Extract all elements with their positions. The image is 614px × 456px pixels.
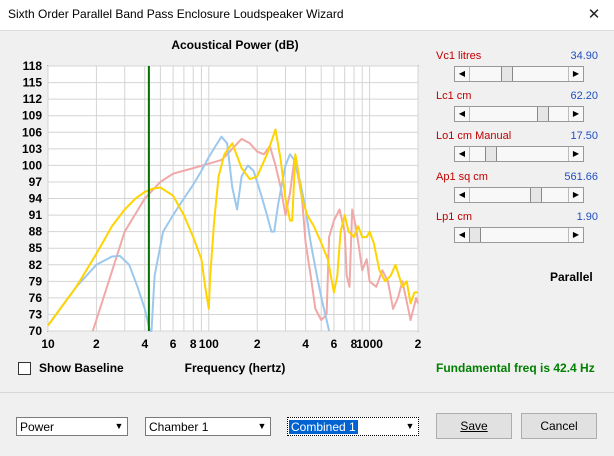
x-tick-label: 4 bbox=[302, 337, 309, 351]
y-tick-label: 109 bbox=[22, 109, 42, 123]
chamber-select[interactable]: Chamber 1 ▼ bbox=[145, 417, 271, 436]
y-tick-label: 70 bbox=[29, 324, 43, 338]
param-value: 34.90 bbox=[570, 50, 598, 62]
y-tick-label: 103 bbox=[22, 142, 42, 156]
title-bar: Sixth Order Parallel Band Pass Enclosure… bbox=[0, 0, 614, 31]
chevron-down-icon[interactable]: ▼ bbox=[405, 421, 415, 431]
x-tick-label: 6 bbox=[170, 337, 177, 351]
x-tick-label: 6 bbox=[331, 337, 338, 351]
param-row: Vc1 litres 34.90 ◀ ▶ bbox=[436, 50, 598, 90]
parallel-label: Parallel bbox=[550, 270, 593, 284]
y-tick-label: 118 bbox=[23, 59, 43, 73]
x-tick-label: 100 bbox=[199, 337, 219, 351]
param-row: Lo1 cm Manual 17.50 ◀ ▶ bbox=[436, 130, 598, 170]
power-select-value: Power bbox=[20, 420, 55, 434]
y-tick-label: 112 bbox=[23, 92, 43, 106]
window-title: Sixth Order Parallel Band Pass Enclosure… bbox=[8, 7, 344, 21]
separator bbox=[0, 392, 614, 393]
scroll-left-icon[interactable]: ◀ bbox=[455, 188, 470, 202]
param-value: 62.20 bbox=[570, 90, 598, 102]
scroll-thumb[interactable] bbox=[500, 67, 513, 81]
param-label: Lo1 cm Manual bbox=[436, 130, 512, 142]
param-value: 17.50 bbox=[570, 130, 598, 142]
combined-select-value: Combined 1 bbox=[289, 420, 358, 434]
param-label: Lp1 cm bbox=[436, 211, 473, 223]
scroll-thumb[interactable] bbox=[529, 188, 542, 202]
chamber-select-value: Chamber 1 bbox=[149, 420, 209, 434]
save-button-label: Save bbox=[460, 419, 488, 433]
y-tick-label: 91 bbox=[29, 208, 43, 222]
chevron-down-icon[interactable]: ▼ bbox=[257, 421, 267, 431]
scroll-thumb[interactable] bbox=[484, 147, 497, 161]
x-tick-label: 4 bbox=[141, 337, 148, 351]
y-tick-label: 94 bbox=[29, 192, 43, 206]
param-scrollbar[interactable]: ◀ ▶ bbox=[454, 227, 584, 243]
scroll-right-icon[interactable]: ▶ bbox=[568, 147, 583, 161]
scroll-thumb[interactable] bbox=[469, 228, 481, 242]
param-scrollbar[interactable]: ◀ ▶ bbox=[454, 106, 584, 122]
scroll-left-icon[interactable]: ◀ bbox=[455, 228, 470, 242]
power-select[interactable]: Power ▼ bbox=[16, 417, 128, 436]
y-tick-label: 82 bbox=[29, 258, 43, 272]
scroll-left-icon[interactable]: ◀ bbox=[455, 67, 470, 81]
param-label: Vc1 litres bbox=[436, 50, 482, 62]
y-tick-label: 106 bbox=[22, 125, 42, 139]
param-label: Ap1 sq cm bbox=[436, 171, 488, 183]
y-tick-label: 85 bbox=[29, 241, 43, 255]
frequency-response-chart: 1181151121091061031009794918885827976737… bbox=[22, 59, 422, 351]
y-tick-label: 97 bbox=[29, 175, 43, 189]
series-line bbox=[47, 128, 418, 327]
y-tick-label: 76 bbox=[29, 291, 43, 305]
param-row: Lp1 cm 1.90 ◀ ▶ bbox=[436, 211, 598, 251]
scroll-right-icon[interactable]: ▶ bbox=[568, 228, 583, 242]
x-axis-label: Frequency (hertz) bbox=[184, 361, 286, 375]
param-label: Lc1 cm bbox=[436, 90, 472, 102]
scroll-right-icon[interactable]: ▶ bbox=[568, 188, 583, 202]
param-value: 561.66 bbox=[564, 171, 598, 183]
param-scrollbar[interactable]: ◀ ▶ bbox=[454, 66, 584, 82]
y-tick-label: 115 bbox=[23, 76, 43, 90]
scroll-left-icon[interactable]: ◀ bbox=[455, 107, 470, 121]
x-tick-label: 2 bbox=[415, 337, 422, 351]
combined-select[interactable]: Combined 1 ▼ bbox=[287, 417, 419, 436]
param-row: Ap1 sq cm 561.66 ◀ ▶ bbox=[436, 171, 598, 211]
param-row: Lc1 cm 62.20 ◀ ▶ bbox=[436, 90, 598, 130]
scroll-left-icon[interactable]: ◀ bbox=[455, 147, 470, 161]
close-icon[interactable]: ✕ bbox=[587, 6, 601, 23]
x-tick-label: 2 bbox=[254, 337, 261, 351]
y-tick-label: 88 bbox=[29, 225, 43, 239]
cancel-button[interactable]: Cancel bbox=[521, 413, 597, 439]
fundamental-frequency: Fundamental freq is 42.4 Hz bbox=[436, 361, 595, 375]
param-scrollbar[interactable]: ◀ ▶ bbox=[454, 187, 584, 203]
scroll-thumb[interactable] bbox=[536, 107, 549, 121]
x-tick-label: 10 bbox=[41, 337, 55, 351]
y-tick-label: 73 bbox=[29, 307, 43, 321]
x-tick-label: 1000 bbox=[356, 337, 383, 351]
x-tick-label: 8 bbox=[351, 337, 358, 351]
y-tick-label: 100 bbox=[22, 158, 42, 172]
scroll-right-icon[interactable]: ▶ bbox=[568, 67, 583, 81]
param-value: 1.90 bbox=[576, 211, 598, 223]
param-scrollbar[interactable]: ◀ ▶ bbox=[454, 146, 584, 162]
checkbox-box[interactable] bbox=[18, 362, 31, 375]
x-tick-label: 2 bbox=[93, 337, 100, 351]
x-tick-label: 8 bbox=[190, 337, 197, 351]
chevron-down-icon[interactable]: ▼ bbox=[114, 421, 124, 431]
y-tick-label: 79 bbox=[29, 274, 43, 288]
save-button[interactable]: Save bbox=[436, 413, 512, 439]
show-baseline-label: Show Baseline bbox=[39, 361, 124, 375]
scroll-right-icon[interactable]: ▶ bbox=[568, 107, 583, 121]
chart-title: Acoustical Power (dB) bbox=[171, 38, 299, 52]
